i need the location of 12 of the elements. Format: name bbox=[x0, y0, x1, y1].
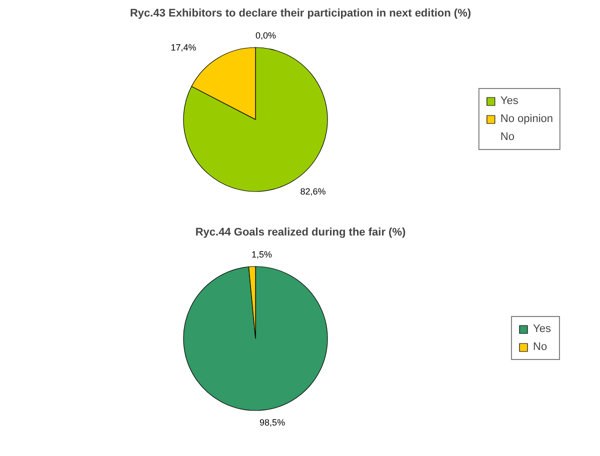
legend-label: No bbox=[533, 341, 548, 353]
category-label: No bbox=[500, 131, 514, 143]
text: 0,0% bbox=[256, 30, 276, 40]
legend-label: Yes bbox=[500, 95, 520, 107]
chart-title: Ryc.43 Exhibitors to declare their participation in next edition (%) bbox=[130, 8, 472, 20]
legend-label: Yes bbox=[533, 323, 552, 335]
data-label: 17,4% bbox=[170, 42, 196, 53]
data-label: 98,5% bbox=[260, 417, 286, 428]
legend-label: No opinion bbox=[500, 113, 553, 125]
chart-title: Ryc.44 Goals realized during the fair (%) bbox=[195, 226, 406, 238]
data-label: 1,5% bbox=[251, 250, 272, 260]
data-label: 82,6% bbox=[300, 186, 326, 196]
